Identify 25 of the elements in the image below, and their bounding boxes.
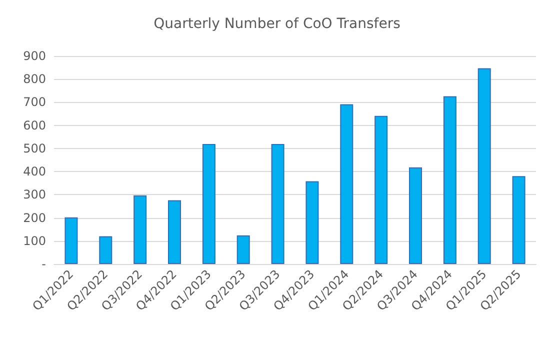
bar	[512, 176, 526, 264]
bar	[306, 181, 319, 264]
y-tick-label: 300	[23, 188, 46, 202]
bar	[409, 167, 422, 264]
bar	[443, 96, 456, 264]
bar	[99, 236, 112, 264]
bar	[478, 68, 491, 264]
y-tick-label: -	[42, 257, 46, 271]
y-tick-label: 900	[23, 49, 46, 63]
chart-title: Quarterly Number of CoO Transfers	[154, 16, 400, 32]
y-tick-label: 800	[23, 72, 46, 86]
bar	[374, 116, 388, 264]
y-tick-label: 700	[23, 95, 46, 110]
bar	[64, 217, 78, 264]
y-tick-label: 400	[23, 164, 46, 179]
bar	[236, 235, 250, 264]
y-tick-label: 200	[23, 210, 46, 225]
bar	[202, 144, 216, 264]
y-tick-label: 500	[23, 141, 46, 156]
y-tick-label: 100	[23, 234, 46, 248]
bar	[168, 200, 181, 264]
bar	[134, 195, 147, 264]
bar	[271, 144, 284, 264]
bar	[340, 104, 354, 264]
y-tick-label: 600	[23, 118, 46, 132]
